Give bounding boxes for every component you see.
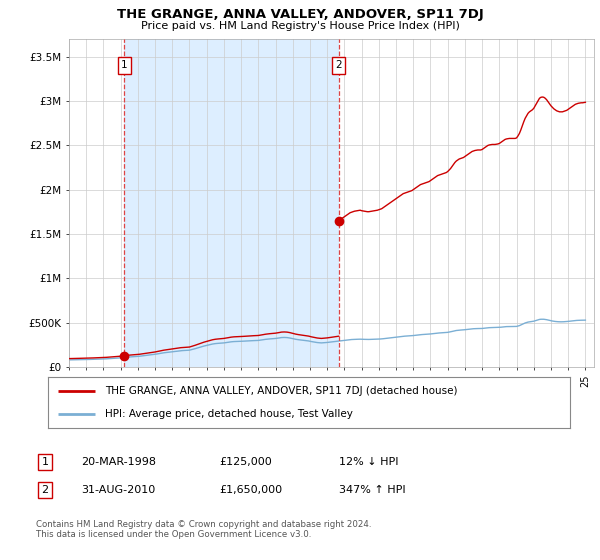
- Text: HPI: Average price, detached house, Test Valley: HPI: Average price, detached house, Test…: [106, 409, 353, 419]
- Text: 347% ↑ HPI: 347% ↑ HPI: [339, 485, 406, 495]
- Text: 1: 1: [41, 457, 49, 467]
- Bar: [124, 39, 339, 367]
- Text: 2: 2: [41, 485, 49, 495]
- Text: £125,000: £125,000: [219, 457, 272, 467]
- Text: THE GRANGE, ANNA VALLEY, ANDOVER, SP11 7DJ: THE GRANGE, ANNA VALLEY, ANDOVER, SP11 7…: [116, 8, 484, 21]
- Text: 2: 2: [335, 60, 342, 71]
- Text: £1,650,000: £1,650,000: [219, 485, 282, 495]
- Text: 31-AUG-2010: 31-AUG-2010: [81, 485, 155, 495]
- Text: THE GRANGE, ANNA VALLEY, ANDOVER, SP11 7DJ (detached house): THE GRANGE, ANNA VALLEY, ANDOVER, SP11 7…: [106, 386, 458, 396]
- Text: Contains HM Land Registry data © Crown copyright and database right 2024.
This d: Contains HM Land Registry data © Crown c…: [36, 520, 371, 539]
- Text: 12% ↓ HPI: 12% ↓ HPI: [339, 457, 398, 467]
- Text: 1: 1: [121, 60, 128, 71]
- Text: Price paid vs. HM Land Registry's House Price Index (HPI): Price paid vs. HM Land Registry's House …: [140, 21, 460, 31]
- Text: 20-MAR-1998: 20-MAR-1998: [81, 457, 156, 467]
